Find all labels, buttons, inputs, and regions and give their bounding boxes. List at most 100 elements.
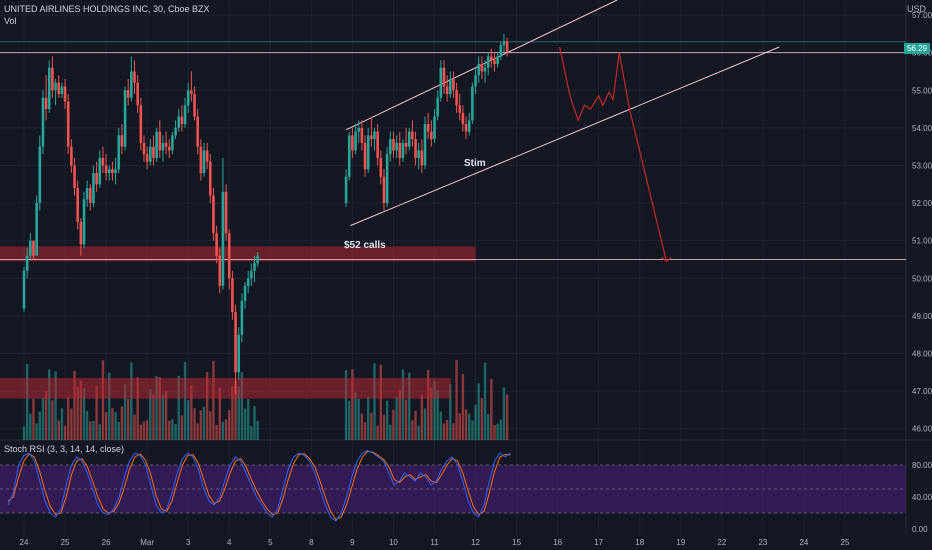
- volume-bar: [187, 400, 190, 440]
- candle-body: [29, 240, 32, 256]
- price-tick: 52.00: [912, 199, 932, 208]
- volume-bar: [114, 411, 117, 440]
- candle-body: [471, 86, 474, 121]
- zone-rect: [0, 246, 476, 262]
- candle-body: [174, 127, 177, 136]
- candle-body: [155, 131, 158, 158]
- candle-body: [477, 63, 481, 76]
- volume-bar: [126, 399, 130, 440]
- candle-body: [458, 105, 462, 113]
- time-axis[interactable]: 24 25 26 Mar 3 4 5 8 9 10 11 12 15 16 17 18 19 22 23 24 25: [20, 538, 850, 547]
- candle-body: [212, 195, 215, 234]
- volume-bar: [205, 372, 209, 440]
- candle-body: [398, 142, 402, 158]
- volume-bar: [149, 389, 152, 440]
- volume-bar: [426, 369, 430, 440]
- candle-body: [126, 90, 130, 98]
- volume-bar: [79, 380, 83, 440]
- volume-bar: [38, 411, 42, 440]
- volume-bar: [253, 406, 256, 440]
- projection-line: [559, 46, 668, 262]
- volume-bar: [243, 408, 247, 440]
- candle-body: [347, 135, 351, 177]
- candle-body: [436, 97, 439, 117]
- volume-bar: [234, 380, 237, 440]
- volume-bar: [445, 419, 449, 440]
- volume-bar: [98, 424, 101, 440]
- candle-body: [95, 172, 98, 185]
- volume-bar: [247, 399, 250, 440]
- volume-bar: [250, 425, 253, 440]
- time-tick: 18: [635, 538, 644, 547]
- volume-bar: [212, 360, 215, 440]
- candle-body: [130, 71, 133, 98]
- volume-bar: [240, 372, 244, 440]
- price-tick: 53.00: [912, 161, 932, 170]
- candle-body: [351, 135, 354, 151]
- candle-body: [123, 90, 127, 147]
- candle-body: [221, 191, 225, 286]
- candle-body: [57, 82, 61, 95]
- volume-bar: [496, 423, 499, 440]
- candle-body: [66, 101, 70, 147]
- stim-annotation: Stim: [464, 158, 486, 169]
- candle-body: [88, 188, 92, 204]
- candle-body: [196, 116, 199, 147]
- volume-bar: [145, 420, 149, 440]
- candle-body: [70, 146, 73, 166]
- volume-bar: [398, 389, 401, 440]
- candle-body: [395, 142, 398, 151]
- candle-body: [490, 56, 493, 61]
- candle-body: [73, 165, 76, 189]
- price-tick: 50.00: [912, 274, 932, 283]
- candle-body: [445, 86, 449, 95]
- volume-bar: [471, 420, 474, 440]
- volume-bar: [76, 386, 79, 440]
- volume-bar: [29, 413, 32, 440]
- candle-body: [101, 157, 105, 166]
- candle-body: [502, 41, 506, 46]
- volume-bar: [180, 415, 184, 440]
- last-price-tag: 56.29: [904, 43, 930, 54]
- volume-bar: [155, 376, 158, 440]
- time-tick: 16: [553, 538, 562, 547]
- time-tick: 23: [758, 538, 767, 547]
- volume-bar: [351, 369, 354, 440]
- volume-bar: [174, 423, 177, 440]
- candle-body: [208, 161, 212, 196]
- candle-body: [442, 67, 446, 87]
- currency-label[interactable]: USD: [906, 4, 926, 14]
- volume-bar: [376, 425, 379, 440]
- candle-body: [202, 150, 206, 173]
- time-tick: Mar: [140, 538, 154, 547]
- time-tick: 25: [61, 538, 70, 547]
- volume-bar: [373, 363, 376, 440]
- volume-bar: [177, 375, 180, 440]
- candle-body: [104, 165, 108, 173]
- volume-bar: [486, 414, 490, 440]
- time-tick: 17: [594, 538, 603, 547]
- candle-body: [35, 203, 38, 256]
- candle-body: [136, 82, 139, 106]
- candle-body: [433, 116, 436, 140]
- candle-body: [193, 94, 196, 117]
- time-tick: 26: [102, 538, 111, 547]
- price-axis[interactable]: 57.0056.0055.0054.0053.0052.0051.0050.00…: [912, 11, 932, 534]
- volume-label: Vol: [4, 16, 17, 26]
- volume-bar: [196, 423, 199, 440]
- time-tick: 19: [676, 538, 685, 547]
- candle-body: [142, 142, 146, 155]
- volume-bar: [389, 424, 392, 440]
- candle-body: [158, 131, 162, 151]
- volume-bar: [379, 364, 383, 440]
- candle-body: [199, 146, 203, 173]
- volume-bar: [499, 419, 502, 440]
- volume-bar: [367, 396, 370, 440]
- volume-bar: [231, 386, 234, 440]
- volume-bar: [477, 383, 480, 440]
- volume-bar: [433, 380, 436, 440]
- candle-body: [385, 154, 389, 204]
- volume-bar: [420, 394, 424, 440]
- time-tick: 4: [227, 538, 232, 547]
- stoch-rsi-pane: [0, 450, 906, 522]
